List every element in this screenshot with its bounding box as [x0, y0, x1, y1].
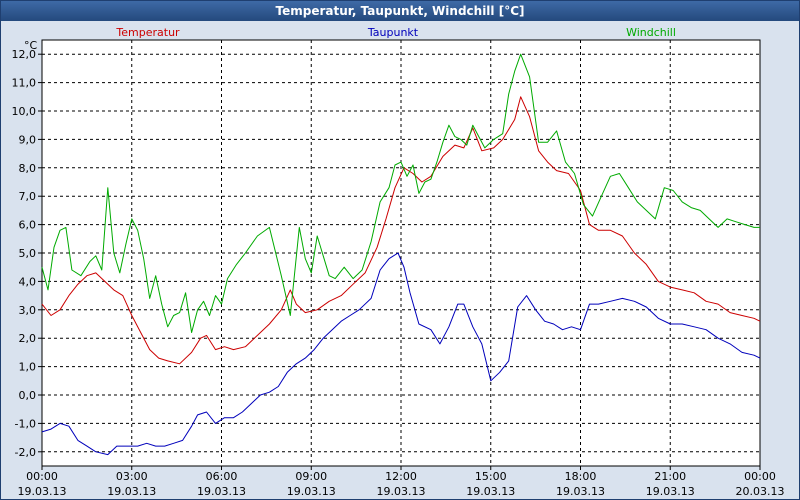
x-tick-time: 06:00 [206, 470, 238, 483]
x-tick-date: 19.03.13 [556, 485, 605, 498]
y-tick-label: 5,0 [19, 247, 37, 260]
y-tick-label: 0,0 [19, 389, 37, 402]
y-tick-label: 9,0 [19, 133, 37, 146]
y-tick-label: -1,0 [15, 417, 36, 430]
legend: Temperatur Taupunkt Windchill [115, 26, 676, 39]
y-axis-unit: °C [24, 39, 38, 52]
x-tick-date: 19.03.13 [466, 485, 515, 498]
x-tick-date: 19.03.13 [646, 485, 695, 498]
x-tick-date: 19.03.13 [107, 485, 156, 498]
x-tick-time: 12:00 [385, 470, 417, 483]
y-tick-label: 2,0 [19, 332, 37, 345]
x-tick-date: 19.03.13 [197, 485, 246, 498]
y-tick-label: 7,0 [19, 190, 37, 203]
x-tick-time: 09:00 [295, 470, 327, 483]
y-tick-label: -2,0 [15, 446, 36, 459]
x-tick-time: 00:00 [26, 470, 58, 483]
y-tick-label: 12,0 [12, 48, 37, 61]
series-line-temperatur [41, 96, 761, 365]
y-tick-label: 3,0 [19, 304, 37, 317]
x-tick-date: 20.03.13 [736, 485, 785, 498]
axis-labels: -2,0 -1,0 0,0 1,0 2,0 3,0 4,0 5,0 6,0 7,0 8,0 9,0 10… [12, 39, 785, 498]
y-tick-label: 11,0 [12, 77, 37, 90]
x-tick-time: 15:00 [475, 470, 507, 483]
x-tick-date: 19.03.13 [287, 485, 336, 498]
x-tick-date: 19.03.13 [377, 485, 426, 498]
x-tick-time: 00:00 [744, 470, 776, 483]
x-tick-date: 19.03.13 [18, 485, 67, 498]
series-line-windchill [41, 53, 760, 333]
chart-title: Temperatur, Taupunkt, Windchill [°C] [1, 1, 799, 21]
legend-item-temperatur: Temperatur [115, 26, 180, 39]
grid-lines [38, 40, 761, 470]
y-tick-label: 1,0 [19, 361, 37, 374]
series-lines [41, 53, 761, 456]
y-tick-label: 6,0 [19, 219, 37, 232]
x-tick-time: 21:00 [654, 470, 686, 483]
legend-item-taupunkt: Taupunkt [367, 26, 419, 39]
y-tick-label: 8,0 [19, 162, 37, 175]
y-tick-label: 4,0 [19, 275, 37, 288]
legend-item-windchill: Windchill [626, 26, 676, 39]
x-tick-time: 03:00 [116, 470, 148, 483]
series-line-taupunkt [41, 252, 761, 456]
x-tick-time: 18:00 [565, 470, 597, 483]
y-tick-label: 10,0 [12, 105, 37, 118]
